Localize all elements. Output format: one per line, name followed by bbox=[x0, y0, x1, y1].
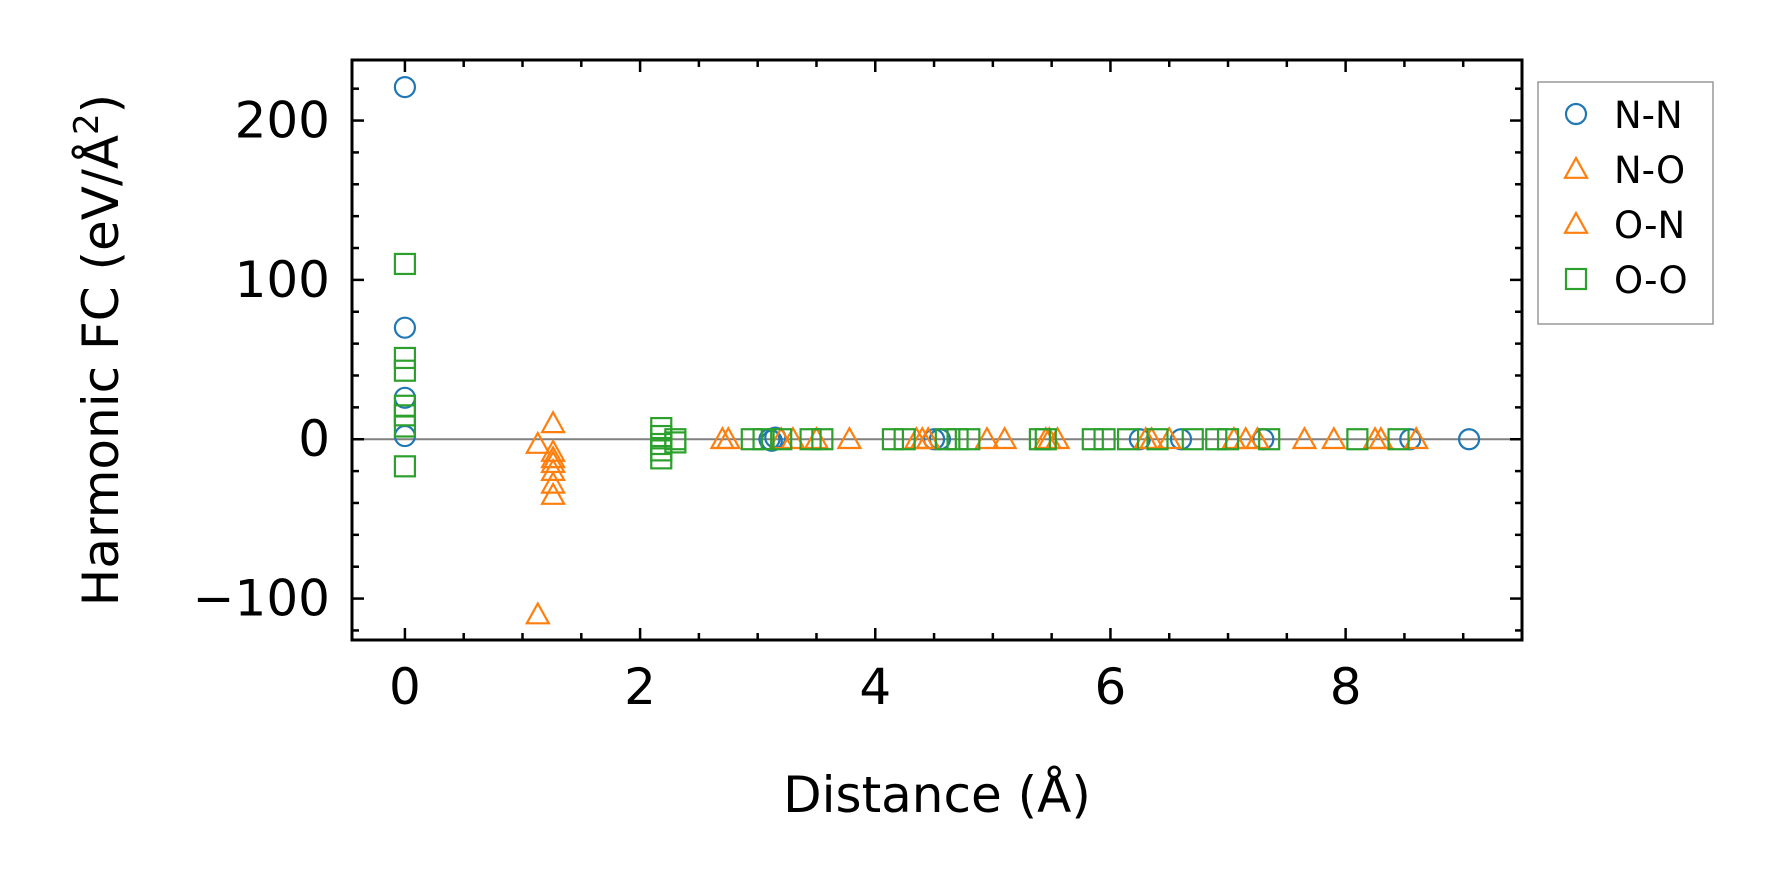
x-tick-label: 4 bbox=[859, 658, 891, 716]
data-point bbox=[1216, 428, 1240, 451]
data-point bbox=[1399, 428, 1422, 451]
legend-item: N-N bbox=[1564, 94, 1683, 137]
series-n-o bbox=[524, 410, 1430, 625]
y-tick-label: −100 bbox=[193, 570, 330, 628]
y-tick-label: 200 bbox=[235, 92, 330, 150]
data-point bbox=[915, 425, 942, 450]
legend-marker bbox=[1564, 267, 1588, 291]
data-point bbox=[650, 439, 673, 462]
data-point bbox=[393, 75, 417, 99]
data-point bbox=[1346, 428, 1369, 451]
data-point bbox=[715, 425, 742, 450]
data-point bbox=[540, 410, 566, 434]
data-point bbox=[1320, 425, 1347, 450]
data-point bbox=[836, 425, 863, 450]
legend-entries: N-N N-O O-N O-O bbox=[1563, 94, 1688, 302]
data-point bbox=[540, 481, 566, 505]
data-point bbox=[1093, 428, 1116, 451]
data-point bbox=[393, 404, 417, 427]
legend-label: N-N bbox=[1614, 94, 1683, 137]
data-point bbox=[1034, 428, 1057, 451]
x-axis-title: Distance (Å) bbox=[783, 766, 1091, 824]
data-point bbox=[1081, 428, 1104, 451]
data-point bbox=[740, 428, 763, 451]
data-point bbox=[1457, 428, 1481, 451]
data-point bbox=[1244, 425, 1271, 450]
legend-frame bbox=[1537, 81, 1714, 325]
data-point bbox=[803, 425, 830, 450]
data-point bbox=[524, 601, 551, 625]
data-point bbox=[1156, 425, 1183, 450]
data-point bbox=[540, 445, 566, 469]
series-o-o bbox=[393, 252, 1410, 478]
legend-marker bbox=[1563, 210, 1589, 234]
tick-labels: 0 2 4 6 8 −100 0 100 200 bbox=[193, 92, 1362, 716]
data-point bbox=[393, 455, 417, 478]
data-point bbox=[1291, 425, 1318, 450]
data-point bbox=[1116, 428, 1140, 451]
x-tick-label: 6 bbox=[1095, 658, 1127, 716]
data-point bbox=[540, 470, 566, 494]
y-tick-label: 0 bbox=[298, 410, 330, 468]
y-axis-title-end: ) bbox=[72, 94, 130, 114]
data-point bbox=[881, 428, 905, 451]
data-point bbox=[393, 316, 417, 339]
data-point bbox=[1146, 428, 1169, 451]
data-point bbox=[1032, 425, 1059, 450]
legend-marker bbox=[1563, 155, 1589, 179]
data-point bbox=[811, 428, 834, 451]
data-point bbox=[799, 428, 822, 451]
data-point bbox=[393, 415, 417, 438]
data-point bbox=[991, 425, 1018, 450]
x-tick-label: 2 bbox=[624, 658, 656, 716]
data-point bbox=[1205, 428, 1228, 451]
legend-label: N-O bbox=[1614, 149, 1685, 192]
data-point bbox=[922, 428, 946, 451]
data-point bbox=[393, 359, 417, 382]
data-point bbox=[393, 346, 417, 370]
data-point bbox=[1128, 428, 1151, 451]
data-point bbox=[1368, 425, 1394, 450]
data-point bbox=[650, 447, 673, 470]
data-point bbox=[1387, 428, 1410, 451]
data-point bbox=[540, 457, 566, 481]
data-point bbox=[893, 428, 916, 451]
y-axis-title-superscript: 2 bbox=[67, 113, 107, 135]
data-point bbox=[934, 428, 957, 451]
y-axis-title: Harmonic FC (eV/Å2) bbox=[67, 94, 130, 606]
data-point bbox=[958, 428, 981, 451]
data-point bbox=[768, 425, 795, 450]
legend-item: N-O bbox=[1563, 149, 1685, 192]
data-point bbox=[1181, 428, 1204, 451]
data-point bbox=[1138, 425, 1165, 450]
data-point bbox=[1403, 425, 1430, 450]
legend-label: O-O bbox=[1614, 259, 1688, 302]
y-tick-label: 100 bbox=[235, 251, 330, 309]
legend: N-N N-O O-N O-O bbox=[1537, 81, 1714, 325]
data-point bbox=[770, 428, 793, 451]
data-point bbox=[1258, 428, 1281, 451]
data-point bbox=[1169, 428, 1193, 451]
legend-item: O-O bbox=[1564, 259, 1688, 302]
series-n-n bbox=[393, 75, 1481, 452]
data-point bbox=[524, 430, 551, 454]
data-point bbox=[974, 425, 1000, 450]
x-tick-label: 0 bbox=[389, 658, 421, 716]
data-point bbox=[393, 252, 417, 276]
legend-marker bbox=[1564, 102, 1588, 126]
legend-item: O-N bbox=[1563, 204, 1685, 247]
data-point bbox=[752, 428, 775, 451]
data-points bbox=[393, 75, 1481, 625]
y-axis-title-main: Harmonic FC (eV/Å bbox=[72, 135, 130, 606]
legend-label: O-N bbox=[1614, 204, 1685, 247]
ticks-layer bbox=[352, 60, 1524, 640]
data-point bbox=[664, 431, 687, 454]
x-tick-label: 8 bbox=[1330, 658, 1362, 716]
plot-frame bbox=[350, 58, 1524, 642]
data-point bbox=[946, 428, 969, 451]
